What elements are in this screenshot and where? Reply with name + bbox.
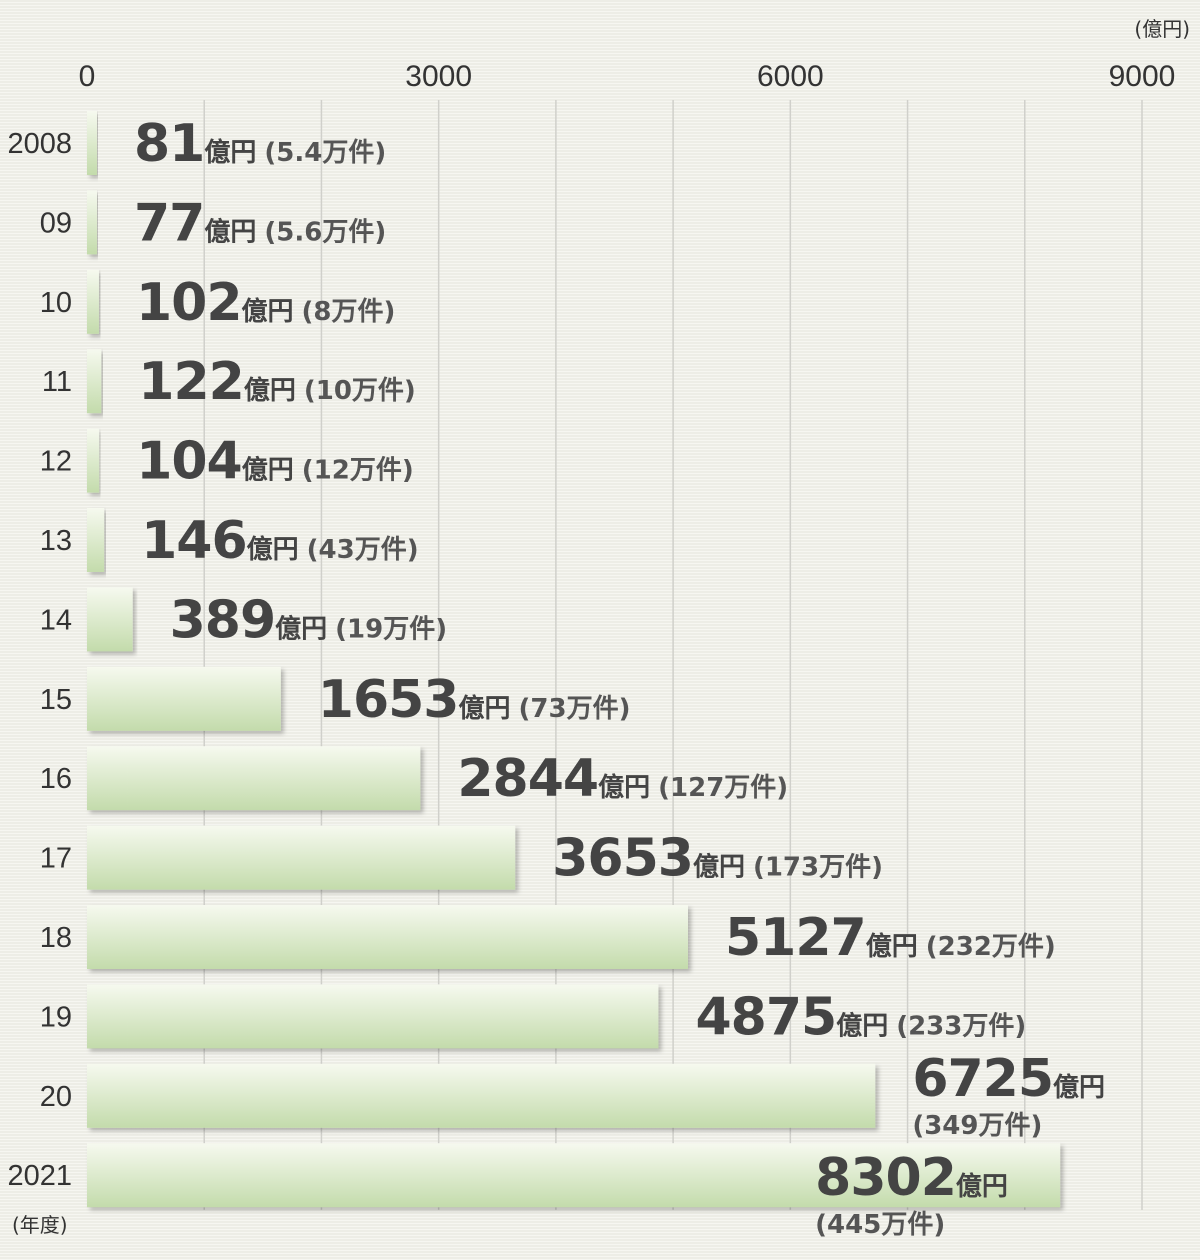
value-label: 146億円 (43万件): [141, 511, 419, 571]
bar: [87, 746, 421, 811]
bar: [87, 349, 102, 414]
value-labels: 81億円 (5.4万件) 77億円 (5.6万件) 102億円 (8万件) 122億円 (10…: [134, 114, 1105, 1240]
unit-label: (億円): [1134, 17, 1190, 41]
value-label: 77億円 (5.6万件): [134, 193, 386, 253]
x-tick-label: 6000: [757, 60, 824, 93]
year-label: 10: [40, 287, 72, 319]
bar: [87, 428, 100, 493]
year-label: 11: [42, 366, 72, 398]
x-tick-label: 9000: [1109, 60, 1176, 93]
x-tick-label: 3000: [405, 60, 472, 93]
year-label: 13: [40, 525, 72, 557]
bar: [87, 905, 688, 969]
year-label: 19: [40, 1001, 72, 1033]
bars: [87, 111, 1061, 1208]
bar: [87, 1143, 1061, 1208]
year-label: 18: [40, 922, 72, 954]
year-label: 2008: [7, 128, 72, 160]
value-label: 389億円 (19万件): [170, 590, 448, 650]
year-label: 16: [40, 763, 72, 795]
bar: [87, 269, 99, 334]
year-label: 14: [40, 604, 72, 636]
category-axis-label: (年度): [12, 1213, 68, 1237]
bar: [87, 1063, 876, 1128]
year-label: 17: [40, 843, 72, 875]
x-tick-label: 0: [79, 60, 96, 93]
year-label: 15: [40, 684, 72, 716]
value-label: 2844億円 (127万件): [457, 749, 788, 809]
value-label: 5127億円 (232万件): [725, 908, 1056, 968]
year-labels: 2008 09 10 11 12 13 14 15 16 17 18 19 20 2021: [7, 128, 72, 1192]
bar: [87, 825, 516, 890]
value-label: 1653億円 (73万件): [318, 670, 631, 730]
value-label: 104億円 (12万件): [136, 432, 414, 492]
count-label: (445万件): [815, 1210, 945, 1240]
x-axis: 0 3000 6000 9000: [79, 60, 1176, 93]
year-label: 09: [40, 207, 72, 239]
value-label: 81億円 (5.4万件): [134, 114, 386, 174]
value-label: 3653億円 (173万件): [552, 829, 883, 889]
value-label: 6725億円: [912, 1049, 1105, 1109]
year-label: 12: [40, 446, 72, 478]
bar: [87, 587, 133, 652]
bar: [87, 190, 97, 255]
gridlines: [203, 100, 1143, 1210]
value-label: 8302億円: [815, 1148, 1008, 1208]
bar: [87, 984, 659, 1049]
value-label: 102億円 (8万件): [136, 273, 395, 333]
count-label: (349万件): [912, 1111, 1042, 1141]
bar: [87, 111, 97, 175]
year-label: 2021: [7, 1160, 72, 1192]
year-label: 20: [40, 1081, 72, 1113]
bar: [87, 508, 105, 572]
value-label: 4875億円 (233万件): [695, 987, 1026, 1047]
value-label: 122億円 (10万件): [138, 352, 416, 412]
bar: [87, 666, 281, 731]
